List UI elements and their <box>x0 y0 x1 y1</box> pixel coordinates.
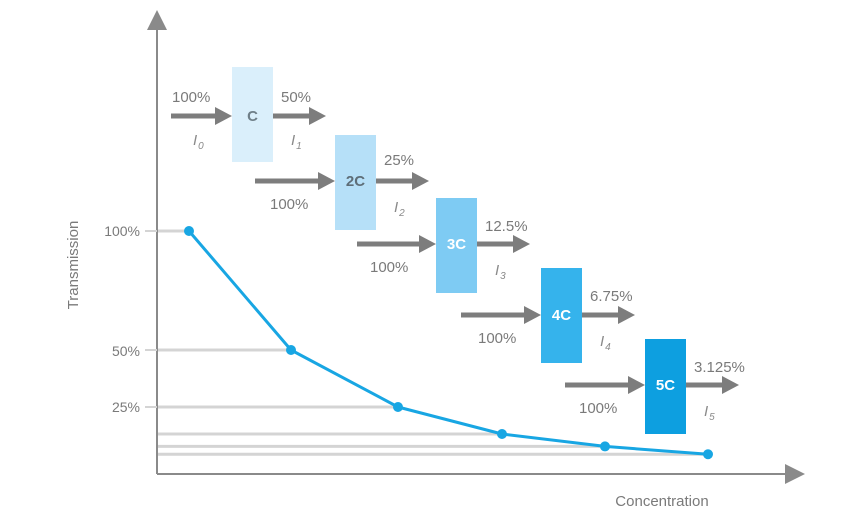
output-intensity-label: I3 <box>495 262 506 282</box>
cuvette-cell <box>436 198 477 293</box>
data-point <box>393 402 403 412</box>
y-tick-label: 50% <box>112 343 140 359</box>
cuvette-cell <box>335 135 376 230</box>
output-intensity-label: I1 <box>291 132 302 152</box>
data-point <box>286 345 296 355</box>
beam-arrow <box>273 107 326 125</box>
beam-arrow <box>376 172 429 190</box>
input-intensity-label: I0 <box>193 132 204 152</box>
data-point <box>600 441 610 452</box>
y-tick-label: 100% <box>104 223 140 239</box>
cell-label: 3C <box>447 236 466 253</box>
output-percent: 6.75% <box>590 288 633 305</box>
cuvette-cell <box>232 67 273 162</box>
input-percent: 100% <box>579 400 617 417</box>
y-axis-label: Transmission <box>65 221 82 310</box>
cell-label: 2C <box>346 173 365 190</box>
data-point <box>703 449 713 460</box>
cell-label: 4C <box>552 307 571 324</box>
data-point <box>497 429 507 439</box>
output-intensity-label: I4 <box>600 333 611 353</box>
output-intensity-label: I5 <box>704 403 715 423</box>
beam-arrow <box>565 376 645 394</box>
cuvette-cell <box>645 339 686 434</box>
output-percent: 12.5% <box>485 218 528 235</box>
output-percent: 50% <box>281 89 311 106</box>
output-intensity-label: I2 <box>394 199 405 219</box>
beam-arrow <box>461 306 541 324</box>
beam-arrow <box>582 306 635 324</box>
input-percent: 100% <box>270 196 308 213</box>
beam-arrow <box>357 235 436 253</box>
x-axis-label: Concentration <box>615 493 708 510</box>
output-percent: 3.125% <box>694 359 745 376</box>
input-percent: 100% <box>478 330 516 347</box>
input-percent: 100% <box>172 89 210 106</box>
cuvette-cell <box>541 268 582 363</box>
beam-arrow <box>255 172 335 190</box>
cell-label: C <box>247 108 258 125</box>
y-tick-label: 25% <box>112 399 140 415</box>
transmission-curve <box>187 230 709 456</box>
input-percent: 100% <box>370 259 408 276</box>
data-point <box>184 226 194 236</box>
beam-arrow <box>477 235 530 253</box>
beam-arrow <box>686 376 739 394</box>
beam-arrow <box>171 107 232 125</box>
output-percent: 25% <box>384 152 414 169</box>
cell-label: 5C <box>656 377 675 394</box>
